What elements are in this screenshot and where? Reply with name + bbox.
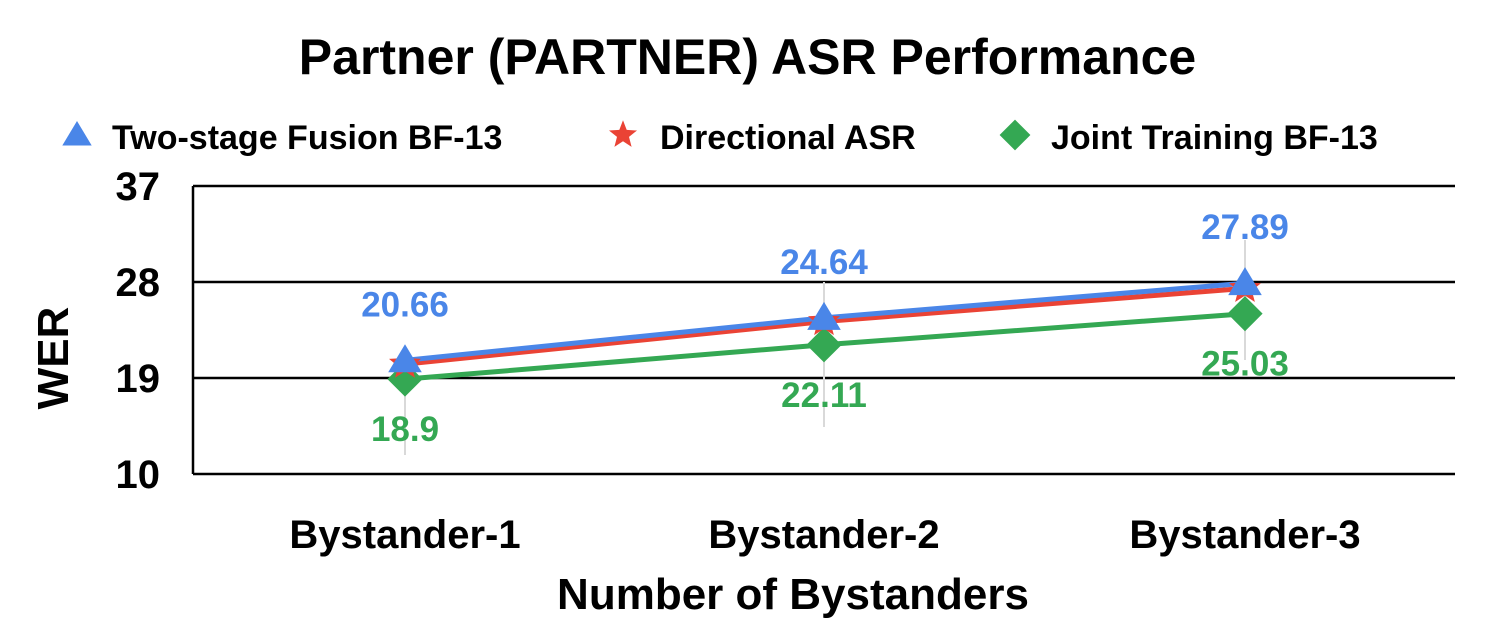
- legend: Two-stage Fusion BF-13 Directional ASR Joi…: [62, 119, 1378, 157]
- data-label: 25.03: [1201, 345, 1289, 384]
- series-point: [1228, 267, 1262, 296]
- legend-marker: [62, 121, 92, 146]
- data-label: 18.9: [371, 410, 439, 449]
- data-label: 27.89: [1201, 208, 1289, 247]
- data-label: 24.64: [780, 243, 868, 282]
- data-label: 22.11: [781, 376, 867, 415]
- legend-marker: [999, 119, 1031, 151]
- y-tick-label: 19: [116, 357, 161, 401]
- x-tick-label: Bystander-2: [708, 513, 939, 557]
- legend-label: Directional ASR: [660, 119, 916, 157]
- series-point: [388, 344, 422, 373]
- series-point: [1227, 296, 1263, 332]
- y-axis-ticks: 10 19 28 37: [116, 165, 161, 497]
- x-tick-label: Bystander-3: [1129, 513, 1360, 557]
- y-tick-label: 28: [116, 261, 161, 305]
- x-axis-title: Number of Bystanders: [557, 570, 1029, 619]
- legend-label: Two-stage Fusion BF-13: [112, 119, 502, 157]
- y-tick-label: 10: [116, 453, 161, 497]
- y-axis-title: WER: [29, 307, 78, 410]
- legend-label: Joint Training BF-13: [1051, 119, 1378, 157]
- data-label: 20.66: [361, 285, 449, 324]
- chart-title: Partner (PARTNER) ASR Performance: [298, 29, 1197, 85]
- y-tick-label: 37: [116, 165, 161, 209]
- x-tick-label: Bystander-1: [289, 513, 520, 557]
- series-point: [806, 327, 842, 363]
- series-point: [807, 301, 841, 330]
- legend-marker: [609, 120, 637, 147]
- series-layer: [387, 240, 1263, 455]
- x-axis-ticks: Bystander-1 Bystander-2 Bystander-3: [289, 513, 1360, 557]
- data-labels: 20.66 24.64 27.89 18.9 22.11 25.03: [361, 208, 1289, 449]
